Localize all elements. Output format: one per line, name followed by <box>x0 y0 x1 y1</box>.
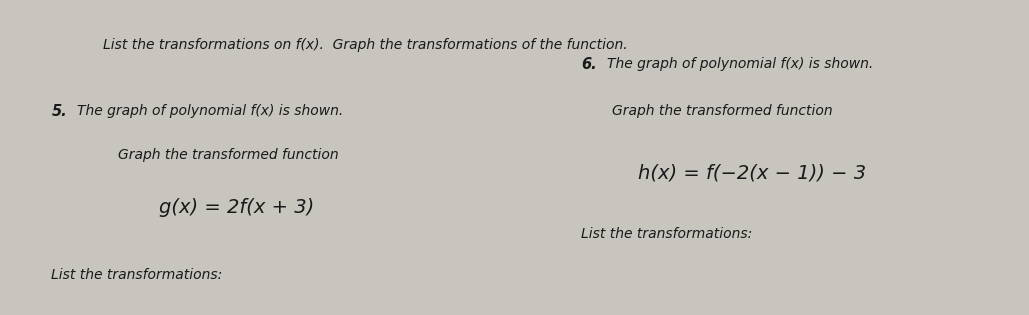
Text: List the transformations:: List the transformations: <box>581 227 752 241</box>
Text: h(x) = f(−2(x − 1)) − 3: h(x) = f(−2(x − 1)) − 3 <box>638 164 866 183</box>
Text: Graph the transformed function: Graph the transformed function <box>118 148 339 162</box>
Text: The graph of polynomial f(x) is shown.: The graph of polynomial f(x) is shown. <box>607 57 874 71</box>
Text: Graph the transformed function: Graph the transformed function <box>612 104 832 118</box>
Text: 6.: 6. <box>581 57 597 72</box>
Text: List the transformations on f(x).  Graph the transformations of the function.: List the transformations on f(x). Graph … <box>103 38 628 52</box>
Text: The graph of polynomial f(x) is shown.: The graph of polynomial f(x) is shown. <box>77 104 344 118</box>
Text: g(x) = 2f(x + 3): g(x) = 2f(x + 3) <box>159 198 315 217</box>
Text: List the transformations:: List the transformations: <box>51 268 222 282</box>
Text: 5.: 5. <box>51 104 67 119</box>
